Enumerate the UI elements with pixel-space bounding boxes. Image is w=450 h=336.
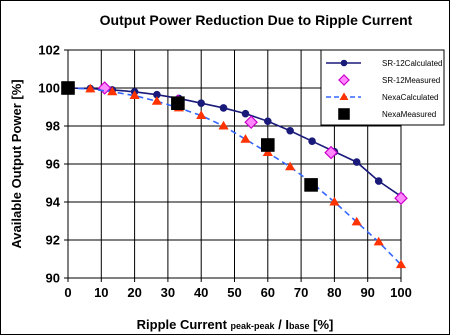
legend-entry: NexaMeasured [338,108,436,120]
legend-marker [338,74,350,86]
data-point [324,145,338,160]
x-tick-label: 70 [294,285,308,300]
x-tick-label: 10 [94,285,108,300]
data-point [395,259,407,269]
x-axis-ticks: 0 10 20 30 40 50 60 70 80 90 100 [64,278,412,300]
data-point [261,138,275,152]
x-axis-label-main: Ripple Current [137,317,231,332]
data-point [262,147,273,157]
data-point [107,86,118,96]
legend: SR-12Calculated SR-12Measured NexaCalculat… [320,49,445,126]
data-point [241,109,250,118]
data-point [240,134,251,143]
data-point [85,83,96,93]
x-tick-label: 80 [327,285,341,300]
legend-label: NexaMeasured [382,110,436,119]
y-tick-label: 92 [46,233,60,248]
data-point [308,137,316,145]
y-tick-label: 102 [38,43,60,58]
legend-label: NexaCalculated [382,93,438,102]
x-tick-label: 100 [390,285,412,300]
data-point [374,177,383,185]
x-tick-label: 60 [261,285,275,300]
legend-label: SR-12Measured [382,76,440,85]
data-point [352,158,361,166]
data-point [97,81,112,95]
data-point [329,196,340,206]
x-tick-label: 0 [64,285,71,300]
x-tick-label: 30 [161,285,175,300]
data-point [244,115,258,129]
y-tick-label: 94 [46,195,61,210]
y-tick-label: 96 [46,157,60,172]
data-point [196,110,207,119]
y-tick-label: 90 [46,271,60,286]
data-point [394,191,408,205]
series-line [67,87,402,197]
y-tick-label: 98 [46,119,60,134]
x-axis-label-sub2: base [289,321,310,331]
series-3 [61,81,318,192]
legend-entry: SR-12Measured [338,74,440,86]
legend-label: SR-12Calculated [382,59,442,68]
legend-marker [338,108,350,120]
data-point [171,96,185,110]
data-point [218,120,229,130]
data-point [304,178,318,192]
y-axis-label: Available Output Power [%] [9,79,24,248]
legend-entry: NexaCalculated [326,92,438,102]
data-point [151,96,162,105]
x-axis-label: Ripple Current peak-peak / Ibase [%] [137,317,334,332]
y-tick-label: 100 [38,81,60,96]
data-point [286,126,294,135]
chart-title: Output Power Reduction Due to Ripple Cur… [100,12,413,28]
x-tick-label: 90 [360,285,374,300]
x-tick-label: 40 [194,285,208,300]
data-point [197,99,205,107]
series-line [67,87,402,266]
y-axis-ticks: 90 92 94 96 98 100 102 [38,43,68,286]
legend-marker [339,92,349,100]
x-axis-label-unit: [%] [310,317,334,332]
data-point [129,90,140,100]
data-point [285,161,296,171]
data-point [264,117,272,126]
x-axis-label-sub1: peak-peak [231,321,276,331]
data-point [219,104,228,112]
legend-marker [340,59,348,67]
x-tick-label: 50 [227,285,241,300]
data-point [373,236,384,246]
x-tick-label: 20 [127,285,141,300]
legend-entry: SR-12Calculated [326,59,442,68]
data-point [351,216,362,226]
series-layer [61,81,408,269]
x-axis-label-sep: / I [275,317,289,332]
